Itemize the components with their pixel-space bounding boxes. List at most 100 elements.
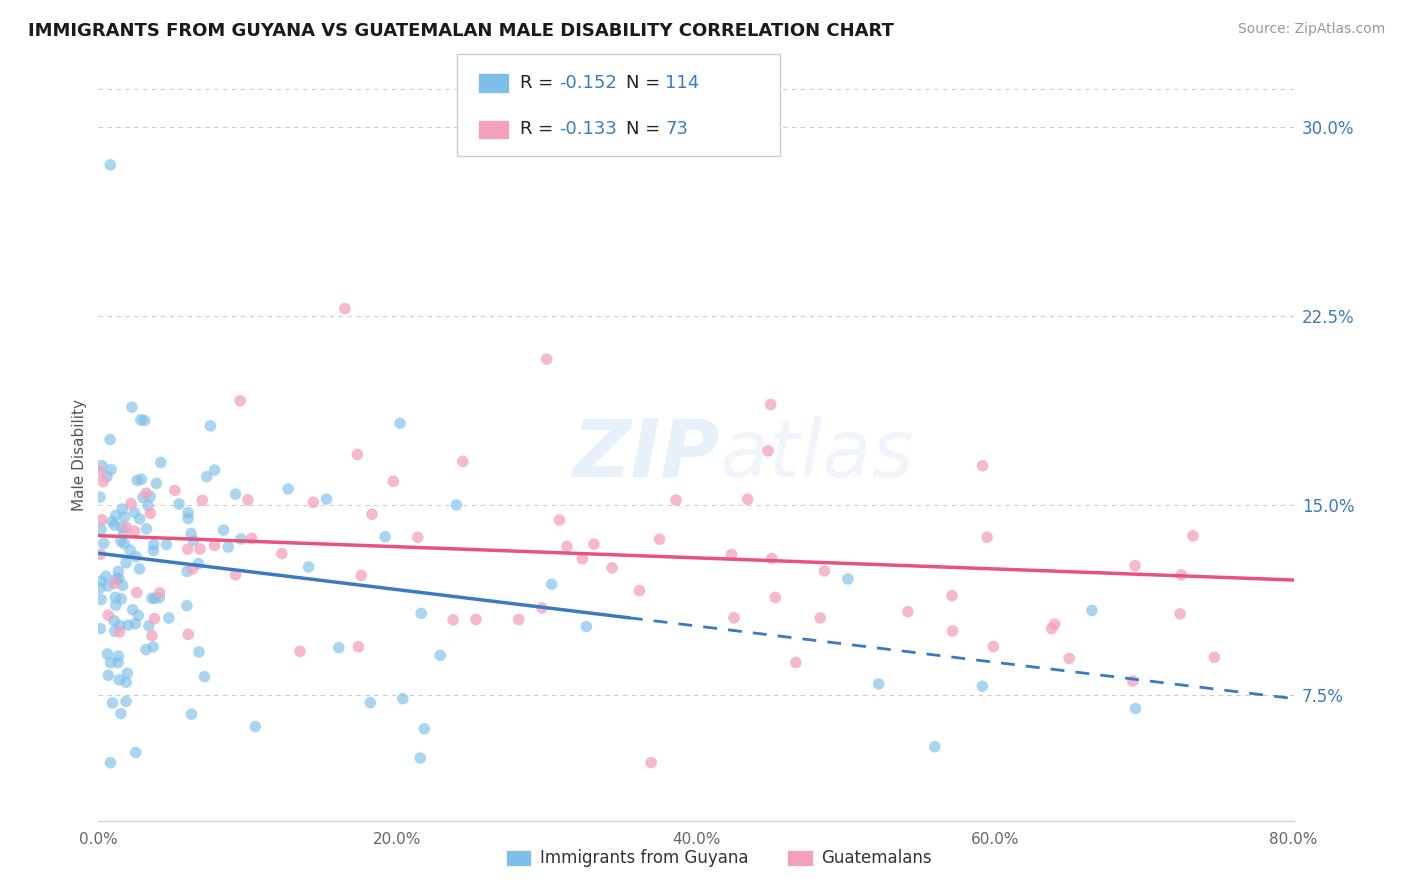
- Point: [451, 454, 474, 468]
- Point: [392, 691, 415, 706]
- Point: [148, 591, 170, 605]
- Point: [115, 675, 138, 690]
- Point: [941, 624, 963, 638]
- Point: [785, 656, 807, 670]
- Point: [105, 572, 128, 586]
- Point: [409, 751, 432, 765]
- Point: [134, 413, 156, 427]
- Point: [1168, 607, 1191, 621]
- Text: R =: R =: [520, 74, 560, 92]
- Point: [737, 492, 759, 507]
- Point: [97, 608, 120, 623]
- Point: [89, 490, 111, 504]
- Point: [110, 706, 132, 721]
- Point: [359, 696, 381, 710]
- Point: [555, 540, 578, 554]
- Point: [245, 720, 267, 734]
- Text: 73: 73: [665, 120, 688, 138]
- Point: [125, 585, 148, 599]
- Point: [91, 475, 114, 489]
- Point: [1170, 568, 1192, 582]
- Point: [1204, 650, 1226, 665]
- Point: [90, 574, 112, 589]
- Point: [648, 533, 671, 547]
- Point: [1040, 622, 1063, 636]
- Point: [972, 458, 994, 473]
- Point: [941, 589, 963, 603]
- Point: [103, 614, 125, 628]
- Point: [1081, 603, 1104, 617]
- Point: [135, 642, 157, 657]
- Point: [465, 612, 488, 626]
- Point: [195, 469, 218, 483]
- Point: [347, 640, 370, 654]
- Point: [389, 417, 412, 431]
- Point: [983, 640, 1005, 654]
- Point: [121, 603, 143, 617]
- Point: [135, 486, 157, 500]
- Point: [104, 518, 127, 533]
- Point: [1125, 701, 1147, 715]
- Point: [530, 601, 553, 615]
- Point: [229, 532, 252, 546]
- Point: [297, 560, 319, 574]
- Text: R =: R =: [520, 120, 560, 138]
- Point: [128, 512, 150, 526]
- Point: [665, 493, 688, 508]
- Point: [96, 647, 118, 661]
- Point: [225, 567, 247, 582]
- Point: [600, 561, 623, 575]
- Point: [97, 579, 120, 593]
- Point: [897, 605, 920, 619]
- Point: [120, 496, 142, 510]
- Text: atlas: atlas: [720, 416, 915, 494]
- Point: [143, 612, 166, 626]
- Point: [176, 542, 198, 557]
- Point: [155, 538, 177, 552]
- Point: [107, 565, 129, 579]
- Point: [163, 483, 186, 498]
- Point: [180, 526, 202, 541]
- Point: [104, 598, 127, 612]
- Point: [141, 591, 163, 606]
- Point: [125, 549, 148, 564]
- Point: [315, 492, 337, 507]
- Point: [111, 578, 134, 592]
- Point: [149, 586, 172, 600]
- Point: [200, 418, 222, 433]
- Point: [808, 611, 831, 625]
- Point: [167, 497, 190, 511]
- Point: [868, 677, 890, 691]
- Text: -0.133: -0.133: [560, 120, 617, 138]
- Point: [429, 648, 451, 663]
- Point: [1181, 529, 1204, 543]
- Point: [89, 465, 111, 479]
- Point: [110, 534, 132, 549]
- Point: [236, 492, 259, 507]
- Point: [138, 619, 160, 633]
- Point: [89, 622, 111, 636]
- Point: [115, 694, 138, 708]
- Point: [441, 613, 464, 627]
- Point: [121, 401, 143, 415]
- Point: [548, 513, 571, 527]
- Y-axis label: Male Disability: Male Disability: [72, 399, 87, 511]
- Point: [108, 673, 131, 687]
- Point: [813, 564, 835, 578]
- Point: [277, 482, 299, 496]
- Point: [112, 537, 135, 551]
- Point: [117, 618, 139, 632]
- Point: [640, 756, 662, 770]
- Point: [837, 572, 859, 586]
- Point: [976, 530, 998, 544]
- Point: [107, 649, 129, 664]
- Point: [270, 547, 292, 561]
- Point: [924, 739, 946, 754]
- Point: [1043, 617, 1066, 632]
- Point: [142, 543, 165, 558]
- Point: [1122, 673, 1144, 688]
- Point: [571, 551, 593, 566]
- Point: [104, 624, 127, 639]
- Point: [108, 572, 131, 586]
- Point: [180, 707, 202, 722]
